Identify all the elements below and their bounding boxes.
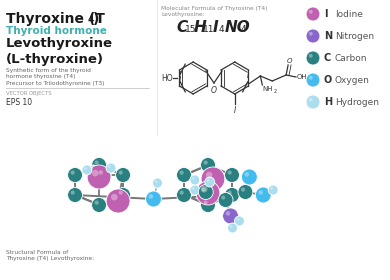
Circle shape	[255, 187, 271, 203]
Text: C: C	[324, 53, 331, 63]
Circle shape	[152, 178, 163, 188]
Circle shape	[306, 51, 320, 65]
Circle shape	[106, 163, 116, 173]
Text: 15: 15	[185, 25, 197, 34]
Circle shape	[199, 185, 213, 199]
Circle shape	[228, 190, 232, 195]
Circle shape	[309, 54, 313, 58]
Circle shape	[309, 32, 313, 36]
Text: I: I	[179, 71, 181, 80]
Circle shape	[82, 165, 92, 175]
Text: ): )	[93, 12, 99, 26]
Circle shape	[204, 200, 208, 205]
Circle shape	[218, 193, 233, 207]
Circle shape	[228, 171, 232, 175]
Text: Structural Formula of
Thyroxine (T4) Levothyroxine:: Structural Formula of Thyroxine (T4) Lev…	[6, 250, 94, 262]
Text: Molecular Formula of Thyroxine (T4)
Levothyroxine:: Molecular Formula of Thyroxine (T4) Levo…	[161, 6, 268, 17]
Circle shape	[201, 167, 225, 191]
Circle shape	[204, 160, 208, 165]
Circle shape	[241, 169, 257, 185]
Text: Oxygen: Oxygen	[335, 76, 370, 85]
Text: H: H	[194, 20, 207, 35]
Text: N: N	[324, 31, 332, 41]
Text: NO: NO	[225, 20, 251, 35]
Circle shape	[200, 197, 215, 213]
Text: Iodine: Iodine	[335, 10, 363, 18]
Text: Hydrogen: Hydrogen	[335, 97, 379, 106]
Circle shape	[230, 225, 232, 228]
Text: NH: NH	[262, 86, 273, 92]
Circle shape	[309, 98, 313, 102]
Circle shape	[192, 187, 195, 190]
Text: O: O	[286, 58, 292, 64]
Circle shape	[95, 167, 111, 183]
Circle shape	[270, 187, 273, 190]
Circle shape	[236, 218, 239, 221]
Text: I: I	[234, 106, 236, 115]
Circle shape	[154, 180, 157, 183]
Text: Nitrogen: Nitrogen	[335, 32, 374, 41]
Text: EPS 10: EPS 10	[6, 98, 32, 107]
Text: OH: OH	[297, 74, 308, 80]
Circle shape	[225, 167, 239, 183]
Circle shape	[116, 188, 131, 202]
Text: Thyroxine (T: Thyroxine (T	[6, 12, 105, 26]
Circle shape	[67, 188, 82, 202]
Circle shape	[306, 29, 320, 43]
Circle shape	[201, 186, 207, 193]
Circle shape	[84, 167, 87, 170]
Circle shape	[145, 191, 161, 207]
Text: 4: 4	[219, 25, 225, 34]
Circle shape	[71, 190, 75, 195]
Circle shape	[306, 73, 320, 87]
Circle shape	[309, 76, 313, 80]
Text: I: I	[324, 9, 327, 19]
Circle shape	[177, 188, 191, 202]
Circle shape	[306, 7, 320, 21]
Circle shape	[207, 179, 209, 182]
Text: C: C	[176, 20, 188, 35]
Text: Carbon: Carbon	[335, 53, 367, 62]
Text: Levothyroxine
(L-thyroxine): Levothyroxine (L-thyroxine)	[6, 37, 113, 66]
Circle shape	[259, 190, 263, 195]
Circle shape	[245, 172, 249, 177]
Text: 4: 4	[87, 15, 94, 24]
Circle shape	[192, 177, 195, 180]
Circle shape	[95, 160, 99, 165]
Circle shape	[89, 165, 98, 175]
Circle shape	[149, 194, 153, 199]
Circle shape	[119, 190, 123, 195]
Circle shape	[190, 175, 200, 185]
Text: HO: HO	[162, 74, 173, 83]
Text: I: I	[246, 71, 249, 80]
Circle shape	[90, 167, 93, 170]
Circle shape	[119, 171, 123, 175]
Circle shape	[238, 185, 253, 199]
Circle shape	[268, 185, 278, 195]
Circle shape	[92, 170, 99, 176]
Circle shape	[201, 188, 206, 192]
Circle shape	[241, 188, 245, 192]
Text: O: O	[211, 86, 217, 95]
Circle shape	[306, 95, 320, 109]
Circle shape	[87, 165, 111, 189]
Text: VECTOR OBJECTS: VECTOR OBJECTS	[6, 91, 51, 96]
Circle shape	[309, 10, 313, 14]
Circle shape	[106, 189, 130, 213]
Circle shape	[226, 211, 230, 216]
Circle shape	[108, 165, 111, 168]
Circle shape	[205, 177, 214, 187]
Circle shape	[196, 181, 220, 205]
Text: 11: 11	[203, 25, 214, 34]
Circle shape	[99, 170, 103, 175]
Circle shape	[179, 190, 184, 195]
Text: Thyroid hormone: Thyroid hormone	[6, 26, 107, 36]
Circle shape	[92, 197, 106, 213]
Circle shape	[95, 200, 99, 205]
Circle shape	[223, 208, 238, 224]
Circle shape	[177, 167, 191, 183]
Circle shape	[116, 167, 131, 183]
Text: 2: 2	[273, 89, 277, 94]
Circle shape	[200, 158, 215, 172]
Circle shape	[190, 185, 200, 195]
